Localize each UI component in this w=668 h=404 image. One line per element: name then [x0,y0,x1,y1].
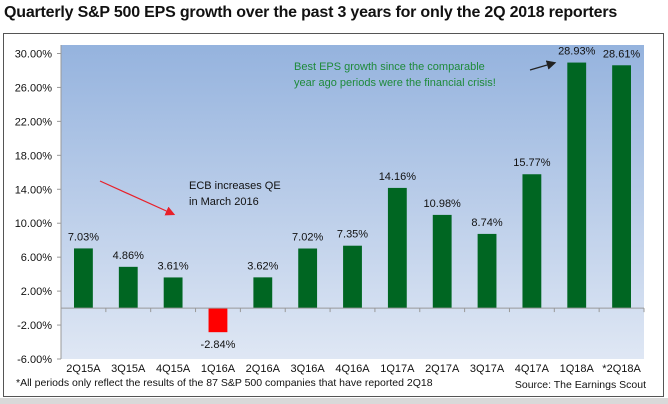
x-tick-label: 4Q17A [515,363,550,375]
data-label: 4.86% [113,250,144,262]
data-label: 15.77% [513,157,551,169]
x-tick-label: 1Q18A [560,363,595,375]
data-label: 7.35% [337,229,368,241]
y-tick-label: 14.00% [15,184,53,196]
y-tick-label: 6.00% [21,252,52,264]
footnote: *All periods only reflect the results of… [16,377,433,389]
y-tick-label: 2.00% [21,286,52,298]
data-label: 28.93% [558,46,596,58]
x-tick-label: 2Q15A [66,363,101,375]
x-tick-label: 4Q16A [335,363,370,375]
bottom-border [0,398,668,404]
plot-area [61,45,644,359]
bar [432,214,452,309]
bar [612,65,631,309]
x-tick-label: 3Q15A [111,363,146,375]
y-axis: -6.00% -2.00% 2.00% 6.00% 10.00% 14.00% 18.00%… [15,45,62,366]
bar [387,187,407,309]
bar [298,248,318,309]
bars [74,62,631,333]
best-eps-arrow [529,60,557,71]
data-label: 14.16% [379,171,417,183]
y-tick-label: 18.00% [15,150,53,162]
data-labels: 7.03% 4.86% 3.61% -2.84% 3.62% 7.02% 7.35% 14.1… [68,46,641,352]
x-tick-label: 4Q15A [156,363,191,375]
chart-title: Quarterly S&P 500 EPS growth over the pa… [4,4,618,21]
data-label: -2.84% [201,339,236,351]
bar [74,248,93,309]
data-label: 8.74% [471,217,502,229]
bar [118,266,138,309]
ecb-arrow [99,180,176,216]
y-tick-label: -6.00% [17,354,52,366]
bar [522,174,542,309]
x-tick-label: 2Q17A [425,363,460,375]
x-tick-label: 3Q17A [470,363,505,375]
bar [567,62,587,309]
x-tick-label: 2Q16A [246,363,281,375]
source-note: Source: The Earnings Scout [514,379,646,391]
y-tick-label: 30.00% [15,48,53,60]
y-tick-label: 26.00% [15,82,53,94]
x-tick-label: 3Q16A [291,363,326,375]
x-tick-label: *2Q18A [602,363,641,375]
data-label: 7.03% [68,231,99,243]
y-tick-label: 22.00% [15,116,53,128]
bar [253,277,273,309]
annotations: ECB increases QE in March 2016 Best EPS gr… [99,60,557,216]
x-axis: 2Q15A 3Q15A 4Q15A 1Q16A 2Q16A 3Q16A 4Q16A 1Q17A… [60,307,645,375]
bar [208,308,228,333]
data-label: 28.61% [603,48,641,60]
ecb-annotation-text: ECB increases QE [189,180,281,192]
bar [477,233,497,309]
best-eps-annotation-text: Best EPS growth since the comparable [294,61,485,73]
bar [343,245,362,309]
best-eps-annotation-text: year ago periods were the financial cris… [294,77,496,89]
data-label: 7.02% [292,232,323,244]
bar [163,277,183,309]
y-tick-label: 10.00% [15,218,53,230]
y-tick-label: -2.00% [17,320,52,332]
x-tick-label: 1Q17A [380,363,415,375]
x-tick-label: 1Q16A [201,363,236,375]
data-label: 10.98% [424,198,462,210]
data-label: 3.61% [158,260,189,272]
ecb-annotation-text: in March 2016 [189,196,259,208]
data-label: 3.62% [247,260,278,272]
